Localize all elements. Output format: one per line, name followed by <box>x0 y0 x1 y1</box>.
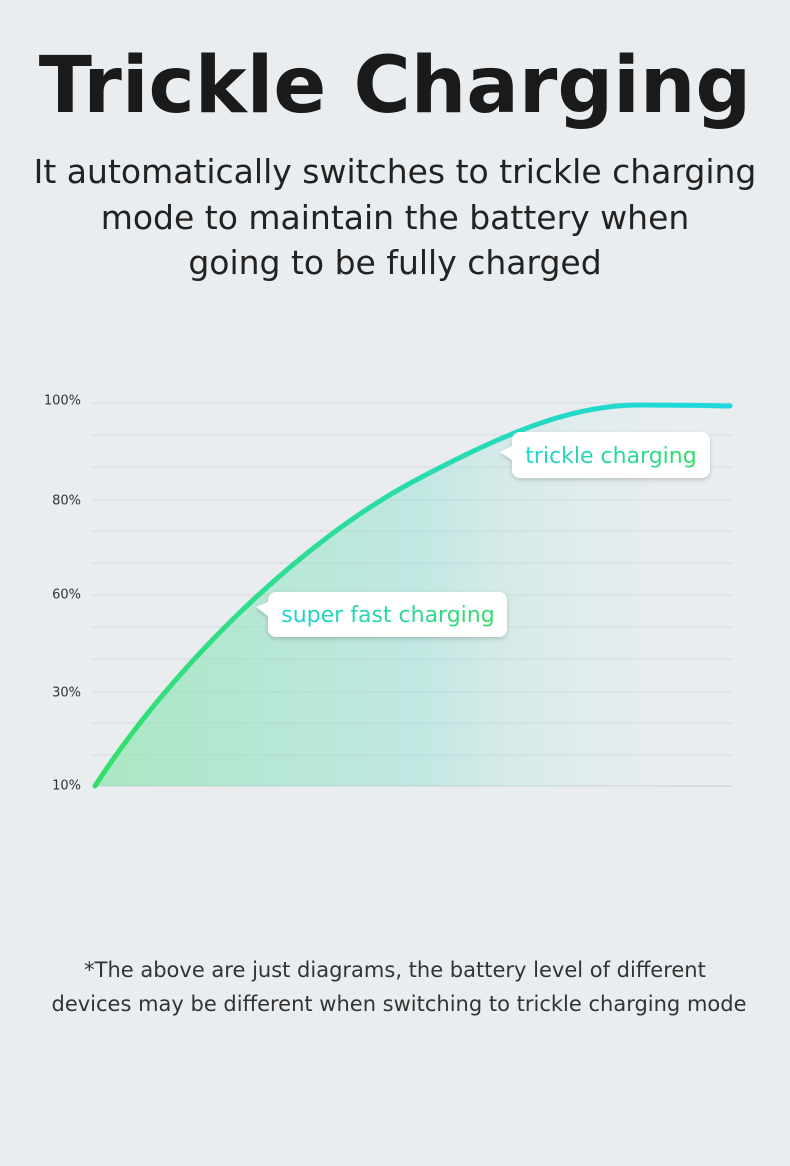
footnote-line: devices may be different when switching … <box>51 992 746 1016</box>
axis-label: 10% <box>52 779 81 794</box>
footnote-line: *The above are just diagrams, the batter… <box>84 958 706 982</box>
subtitle-line: It automatically switches to trickle cha… <box>34 152 757 191</box>
axis-label: 100% <box>44 394 81 409</box>
callout-text: super fast charging <box>281 603 494 628</box>
callout-text: trickle charging <box>525 444 696 469</box>
subtitle-line: going to be fully charged <box>188 243 601 282</box>
axis-label: 80% <box>52 494 81 509</box>
callout-trickle <box>500 432 710 478</box>
subtitle-line: mode to maintain the battery when <box>101 198 690 237</box>
axis-label: 60% <box>52 588 81 603</box>
title: Trickle Charging <box>39 41 752 131</box>
callout-fast <box>256 592 507 637</box>
charge-curve <box>92 402 733 789</box>
axis-label: 30% <box>52 686 81 701</box>
